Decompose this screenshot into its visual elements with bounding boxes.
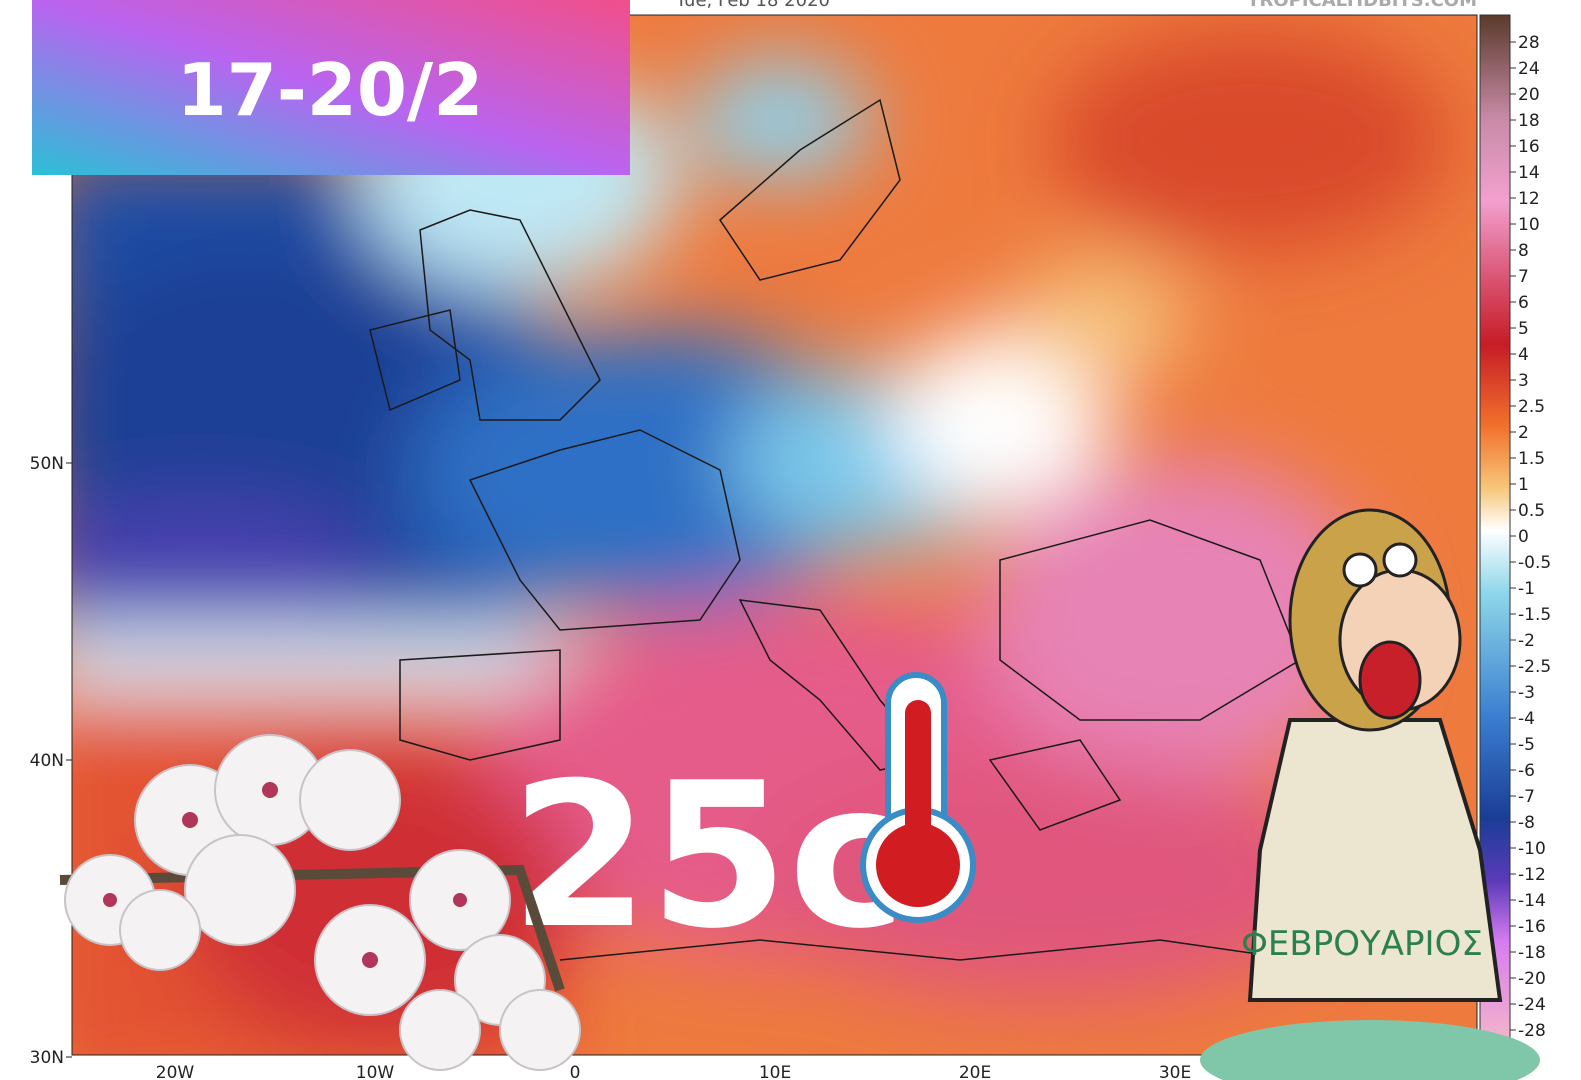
lon-label: 0 — [570, 1063, 581, 1080]
colorbar-label: 6 — [1518, 293, 1529, 313]
lon-label: 20E — [959, 1063, 991, 1080]
colorbar-label: 7 — [1518, 267, 1529, 287]
colorbar-label: 0 — [1518, 527, 1529, 547]
lat-label: 30N — [30, 1048, 64, 1068]
coastlines — [369, 98, 1301, 961]
lat-labels: 650N40N30N — [30, 156, 72, 1068]
colorbar-label: -6 — [1518, 761, 1535, 781]
lon-label: 10E — [759, 1063, 791, 1080]
colorbar-label: 4 — [1518, 345, 1529, 365]
cartoon-character: ΦΕΒΡΟΥΑΡΙΟΣ — [1200, 508, 1540, 1080]
colorbar-label: -0.5 — [1518, 553, 1551, 573]
colorbar-label: 14 — [1518, 163, 1540, 183]
thermometer-icon — [860, 672, 976, 923]
colorbar-labels: 28 24 20 18 16 14 12 10 8 7 6 5 4 3 2.5 2 1.5 1 0.5 0 -0.5 -1… — [1510, 33, 1551, 1041]
colorbar-label: -20 — [1518, 969, 1546, 989]
header-site: TROPICALTIDBITS.COM — [1247, 0, 1477, 11]
lat-label: 40N — [30, 751, 64, 771]
temperature-text: 25c — [510, 740, 907, 973]
colorbar-label: -16 — [1518, 917, 1546, 937]
colorbar-label: 0.5 — [1518, 501, 1545, 521]
colorbar-label: -5 — [1518, 735, 1535, 755]
colorbar-label: -8 — [1518, 813, 1535, 833]
colorbar-label: 3 — [1518, 371, 1529, 391]
colorbar-label: 16 — [1518, 137, 1540, 157]
colorbar-label: 8 — [1518, 241, 1529, 261]
colorbar-label: -18 — [1518, 943, 1546, 963]
colorbar-label: -14 — [1518, 891, 1546, 911]
badge-text: 17-20/2 — [177, 48, 484, 132]
colorbar-label: 2.5 — [1518, 397, 1545, 417]
colorbar-label: -4 — [1518, 709, 1535, 729]
colorbar-label: -10 — [1518, 839, 1546, 859]
lat-label: 50N — [30, 454, 64, 474]
colorbar-label: -7 — [1518, 787, 1535, 807]
colorbar-label: 1 — [1518, 475, 1529, 495]
header-date: Tue, Feb 18 2020 — [675, 0, 830, 11]
colorbar-label: -2.5 — [1518, 657, 1551, 677]
colorbar-label: -3 — [1518, 683, 1535, 703]
colorbar-label: -2 — [1518, 631, 1535, 651]
date-badge — [32, 0, 630, 175]
colorbar-label: 5 — [1518, 319, 1529, 339]
colorbar-label: -1 — [1518, 579, 1535, 599]
colorbar-label: -28 — [1518, 1021, 1546, 1041]
colorbar-label: 20 — [1518, 85, 1540, 105]
almond-blossoms — [59, 734, 581, 1071]
colorbar-label: -24 — [1518, 995, 1546, 1015]
colorbar-label: 28 — [1518, 33, 1540, 53]
colorbar-label: 10 — [1518, 215, 1540, 235]
colorbar-label: 1.5 — [1518, 449, 1545, 469]
colorbar-label: 2 — [1518, 423, 1529, 443]
colorbar-label: 18 — [1518, 111, 1540, 131]
colorbar-label: -1.5 — [1518, 605, 1551, 625]
cartoon-label: ΦΕΒΡΟΥΑΡΙΟΣ — [1241, 924, 1483, 964]
lon-label: 30E — [1159, 1063, 1191, 1080]
lon-label: 20W — [156, 1063, 195, 1080]
colorbar-label: 12 — [1518, 189, 1540, 209]
map-frame — [71, 14, 1478, 1056]
colorbar-label: 24 — [1518, 59, 1540, 79]
colorbar-label: -12 — [1518, 865, 1546, 885]
lon-label: 10W — [356, 1063, 395, 1080]
